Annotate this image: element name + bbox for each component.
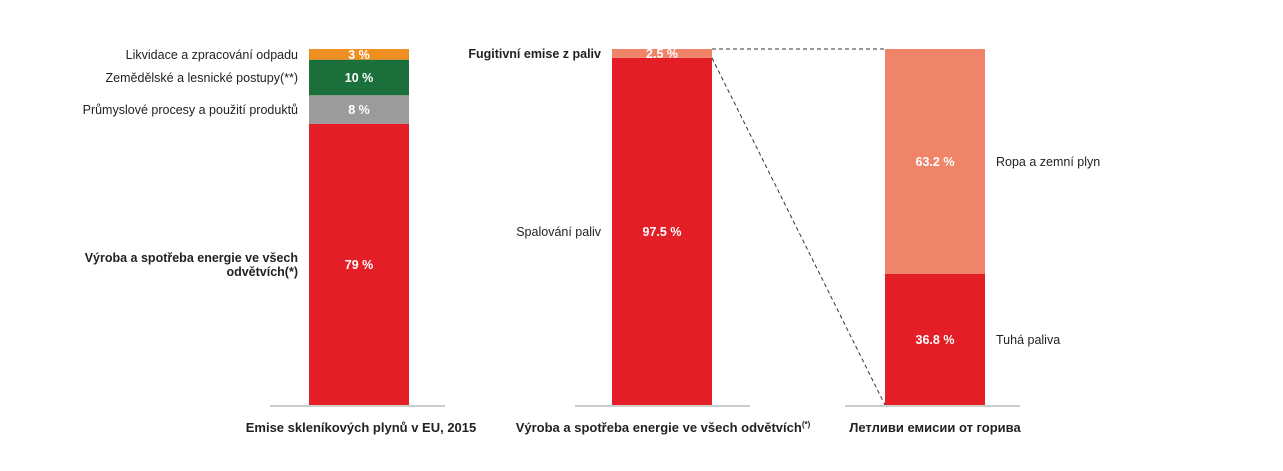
x-axis-title: Výroba a spotřeba energie ve všech odvět… [516, 420, 811, 435]
bar-segment-1-likvidace-a-zpracovani-odpadu [309, 49, 409, 60]
category-label: Fugitivní emise z paliv [468, 47, 601, 61]
data-label: 97.5 % [643, 225, 682, 239]
category-label: Ropa a zemní plyn [996, 155, 1100, 169]
x-axis-title: Emise skleníkových plynů v EU, 2015 [246, 420, 477, 435]
data-label: 10 % [345, 71, 374, 85]
data-label: 36.8 % [916, 333, 955, 347]
bar-segment-3-tuha-paliva [885, 273, 985, 405]
connector-layer [711, 48, 886, 406]
category-label: Tuhá paliva [996, 333, 1060, 347]
x-axis-title: Летливи емисии от горива [849, 420, 1021, 435]
data-label: 2.5 % [646, 47, 678, 61]
bars-layer [270, 49, 1020, 407]
data-label: 8 % [348, 103, 370, 117]
category-label: Průmyslové procesy a použití produktů [83, 103, 298, 117]
category-label: Spalování paliv [516, 225, 602, 239]
bar-segment-2-spalovani-paliv [612, 57, 712, 406]
connector-line-bottom [711, 57, 886, 406]
bar-segment-1-vyroba-a-spotreba-energie-ve-vsech-odvetvich [309, 123, 409, 405]
bar-segment-2-fugitivni-emise-z-paliv [612, 49, 712, 58]
data-label: 63.2 % [916, 155, 955, 169]
bar-segment-1-zemedelske-a-lesnicke-postupy [309, 59, 409, 96]
labels-layer: 79 % Výroba a spotřeba energie ve všech od… [83, 47, 1101, 435]
category-label: Zemědělské a lesnické postupy(**) [106, 71, 298, 85]
data-label: 79 % [345, 258, 374, 272]
category-label: Výroba a spotřeba energie ve všech odvětv… [85, 251, 298, 279]
bar-segment-3-ropa-a-zemni-plyn [885, 49, 985, 274]
data-label: 3 % [348, 48, 370, 62]
category-label: Likvidace a zpracování odpadu [126, 48, 298, 62]
bar-segment-1-prumyslove-procesy-a-pouziti-produktu [309, 95, 409, 124]
